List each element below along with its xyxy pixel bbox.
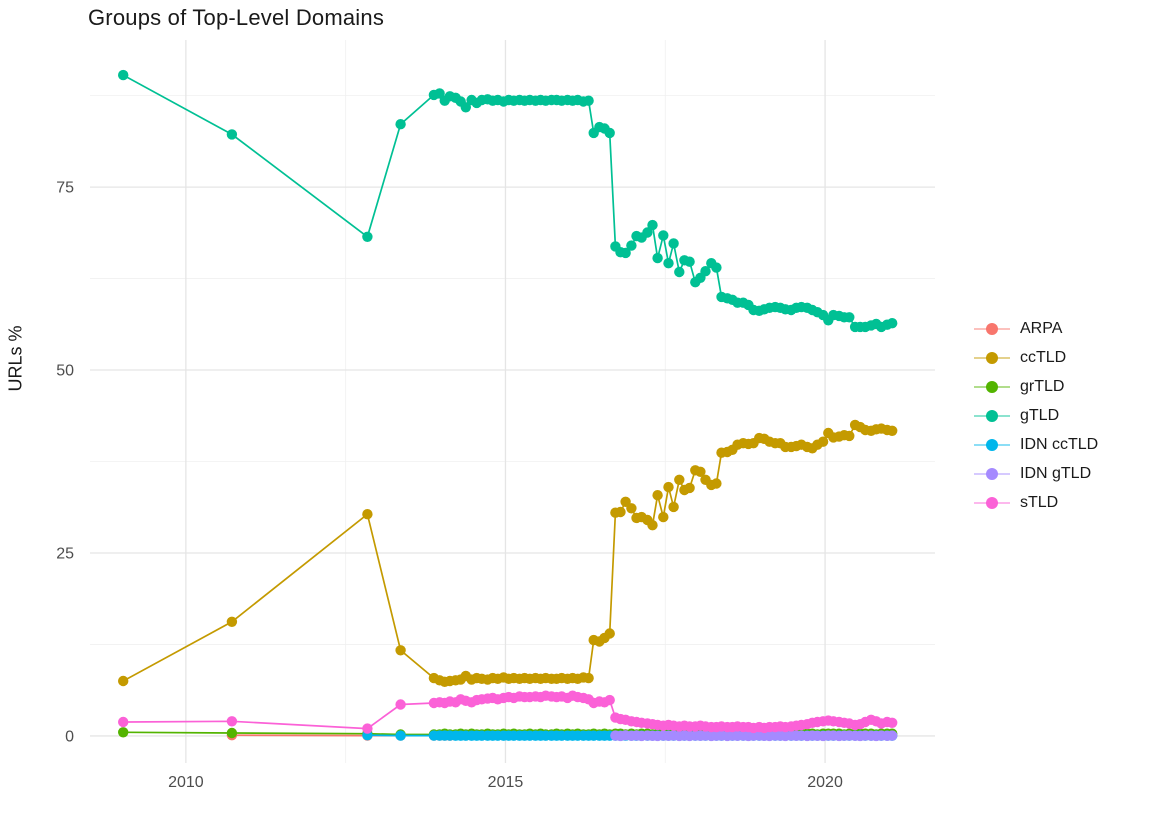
- data-point-gtld: [684, 256, 695, 267]
- data-point-gtld: [434, 88, 445, 99]
- data-point-cctld: [711, 478, 722, 489]
- legend-key-icon: [974, 466, 1010, 482]
- legend: ARPA ccTLD grTLD gTLD IDN ccTLD IDN gTLD sTLD: [974, 318, 1098, 521]
- data-point-stld: [362, 723, 373, 734]
- data-point-cctld: [647, 520, 658, 531]
- legend-label: IDN ccTLD: [1020, 435, 1099, 453]
- legend-key-dot: [986, 322, 998, 335]
- x-tick-label: 2020: [807, 774, 843, 791]
- legend-key-icon: [974, 379, 1010, 395]
- series-line-gtld: [122, 74, 893, 328]
- data-point-gtld: [460, 102, 471, 113]
- data-point-cctld: [652, 490, 663, 501]
- legend-key-icon: [974, 437, 1010, 453]
- y-axis-title: URLs %: [5, 325, 26, 392]
- data-point-cctld: [362, 509, 373, 520]
- data-point-cctld: [674, 474, 685, 485]
- data-point-grtld: [226, 727, 238, 739]
- legend-item-arpa: ARPA: [974, 318, 1098, 339]
- legend-label: ccTLD: [1020, 348, 1067, 366]
- data-point-grtld: [118, 727, 129, 738]
- legend-item-idn-gtld: IDN gTLD: [974, 463, 1098, 484]
- data-point-cctld: [583, 672, 594, 684]
- data-point-gtld: [604, 127, 615, 139]
- data-point-gtld: [700, 266, 711, 277]
- data-point-cctld: [817, 436, 829, 447]
- data-point-cctld: [395, 645, 406, 656]
- y-tick-label: 25: [56, 545, 74, 562]
- data-point-stld: [226, 716, 238, 727]
- legend-item-grtld: grTLD: [974, 376, 1098, 397]
- x-tick-label: 2015: [488, 774, 524, 791]
- data-point-gtld: [620, 247, 631, 259]
- data-point-gtld: [626, 240, 637, 251]
- data-point-cctld: [604, 628, 615, 639]
- legend-label: sTLD: [1020, 493, 1059, 511]
- data-point-cctld: [668, 501, 679, 513]
- legend-key-icon: [974, 350, 1010, 366]
- data-point-cctld: [118, 675, 129, 687]
- legend-key-dot: [986, 409, 998, 422]
- data-point-gtld: [887, 318, 898, 329]
- data-point-stld: [118, 716, 129, 728]
- legend-item-cctld: ccTLD: [974, 347, 1098, 368]
- legend-key-dot: [986, 467, 998, 480]
- data-point-gtld: [395, 119, 406, 130]
- y-tick-label: 0: [65, 728, 74, 745]
- legend-key-dot: [986, 380, 998, 393]
- data-point-gtld: [226, 129, 238, 140]
- data-point-gtld: [668, 238, 679, 249]
- legend-key-dot: [986, 351, 998, 364]
- data-point-gtld: [642, 227, 653, 238]
- data-point-gtld: [362, 231, 373, 242]
- legend-label: gTLD: [1020, 406, 1060, 424]
- data-point-gtld: [652, 252, 663, 264]
- data-point-gtld: [658, 230, 669, 241]
- legend-item-idn-cctld: IDN ccTLD: [974, 434, 1098, 455]
- data-point-cctld: [887, 425, 898, 436]
- data-point-cctld: [844, 430, 855, 442]
- legend-key-dot: [986, 438, 998, 451]
- data-point-idn-cctld: [395, 730, 406, 741]
- legend-label: IDN gTLD: [1020, 464, 1092, 482]
- data-point-cctld: [626, 503, 637, 514]
- y-tick-label: 75: [56, 180, 74, 197]
- data-point-gtld: [663, 258, 674, 269]
- legend-key-icon: [974, 321, 1010, 337]
- chart-title: Groups of Top-Level Domains: [88, 5, 385, 30]
- data-point-gtld: [674, 266, 685, 278]
- data-point-gtld: [711, 262, 722, 273]
- legend-key-dot: [986, 496, 998, 509]
- legend-key-icon: [974, 495, 1010, 511]
- data-point-stld: [395, 699, 406, 710]
- legend-label: grTLD: [1020, 377, 1065, 395]
- x-tick-label: 2010: [168, 774, 204, 791]
- data-point-stld: [887, 717, 898, 728]
- data-point-gtld: [118, 69, 129, 81]
- data-point-idn-gtld: [887, 730, 898, 741]
- data-point-gtld: [844, 312, 855, 323]
- data-point-cctld: [658, 511, 669, 523]
- data-point-cctld: [684, 482, 695, 494]
- legend-label: ARPA: [1020, 319, 1063, 337]
- data-point-cctld: [695, 466, 706, 477]
- data-point-stld: [604, 694, 615, 706]
- data-point-cctld: [663, 481, 674, 493]
- legend-item-stld: sTLD: [974, 492, 1098, 513]
- legend-key-icon: [974, 408, 1010, 424]
- data-point-cctld: [615, 506, 626, 518]
- y-tick-label: 50: [56, 363, 74, 380]
- data-point-gtld: [583, 95, 594, 106]
- data-point-gtld: [647, 219, 658, 231]
- legend-item-gtld: gTLD: [974, 405, 1098, 426]
- data-point-cctld: [226, 616, 238, 627]
